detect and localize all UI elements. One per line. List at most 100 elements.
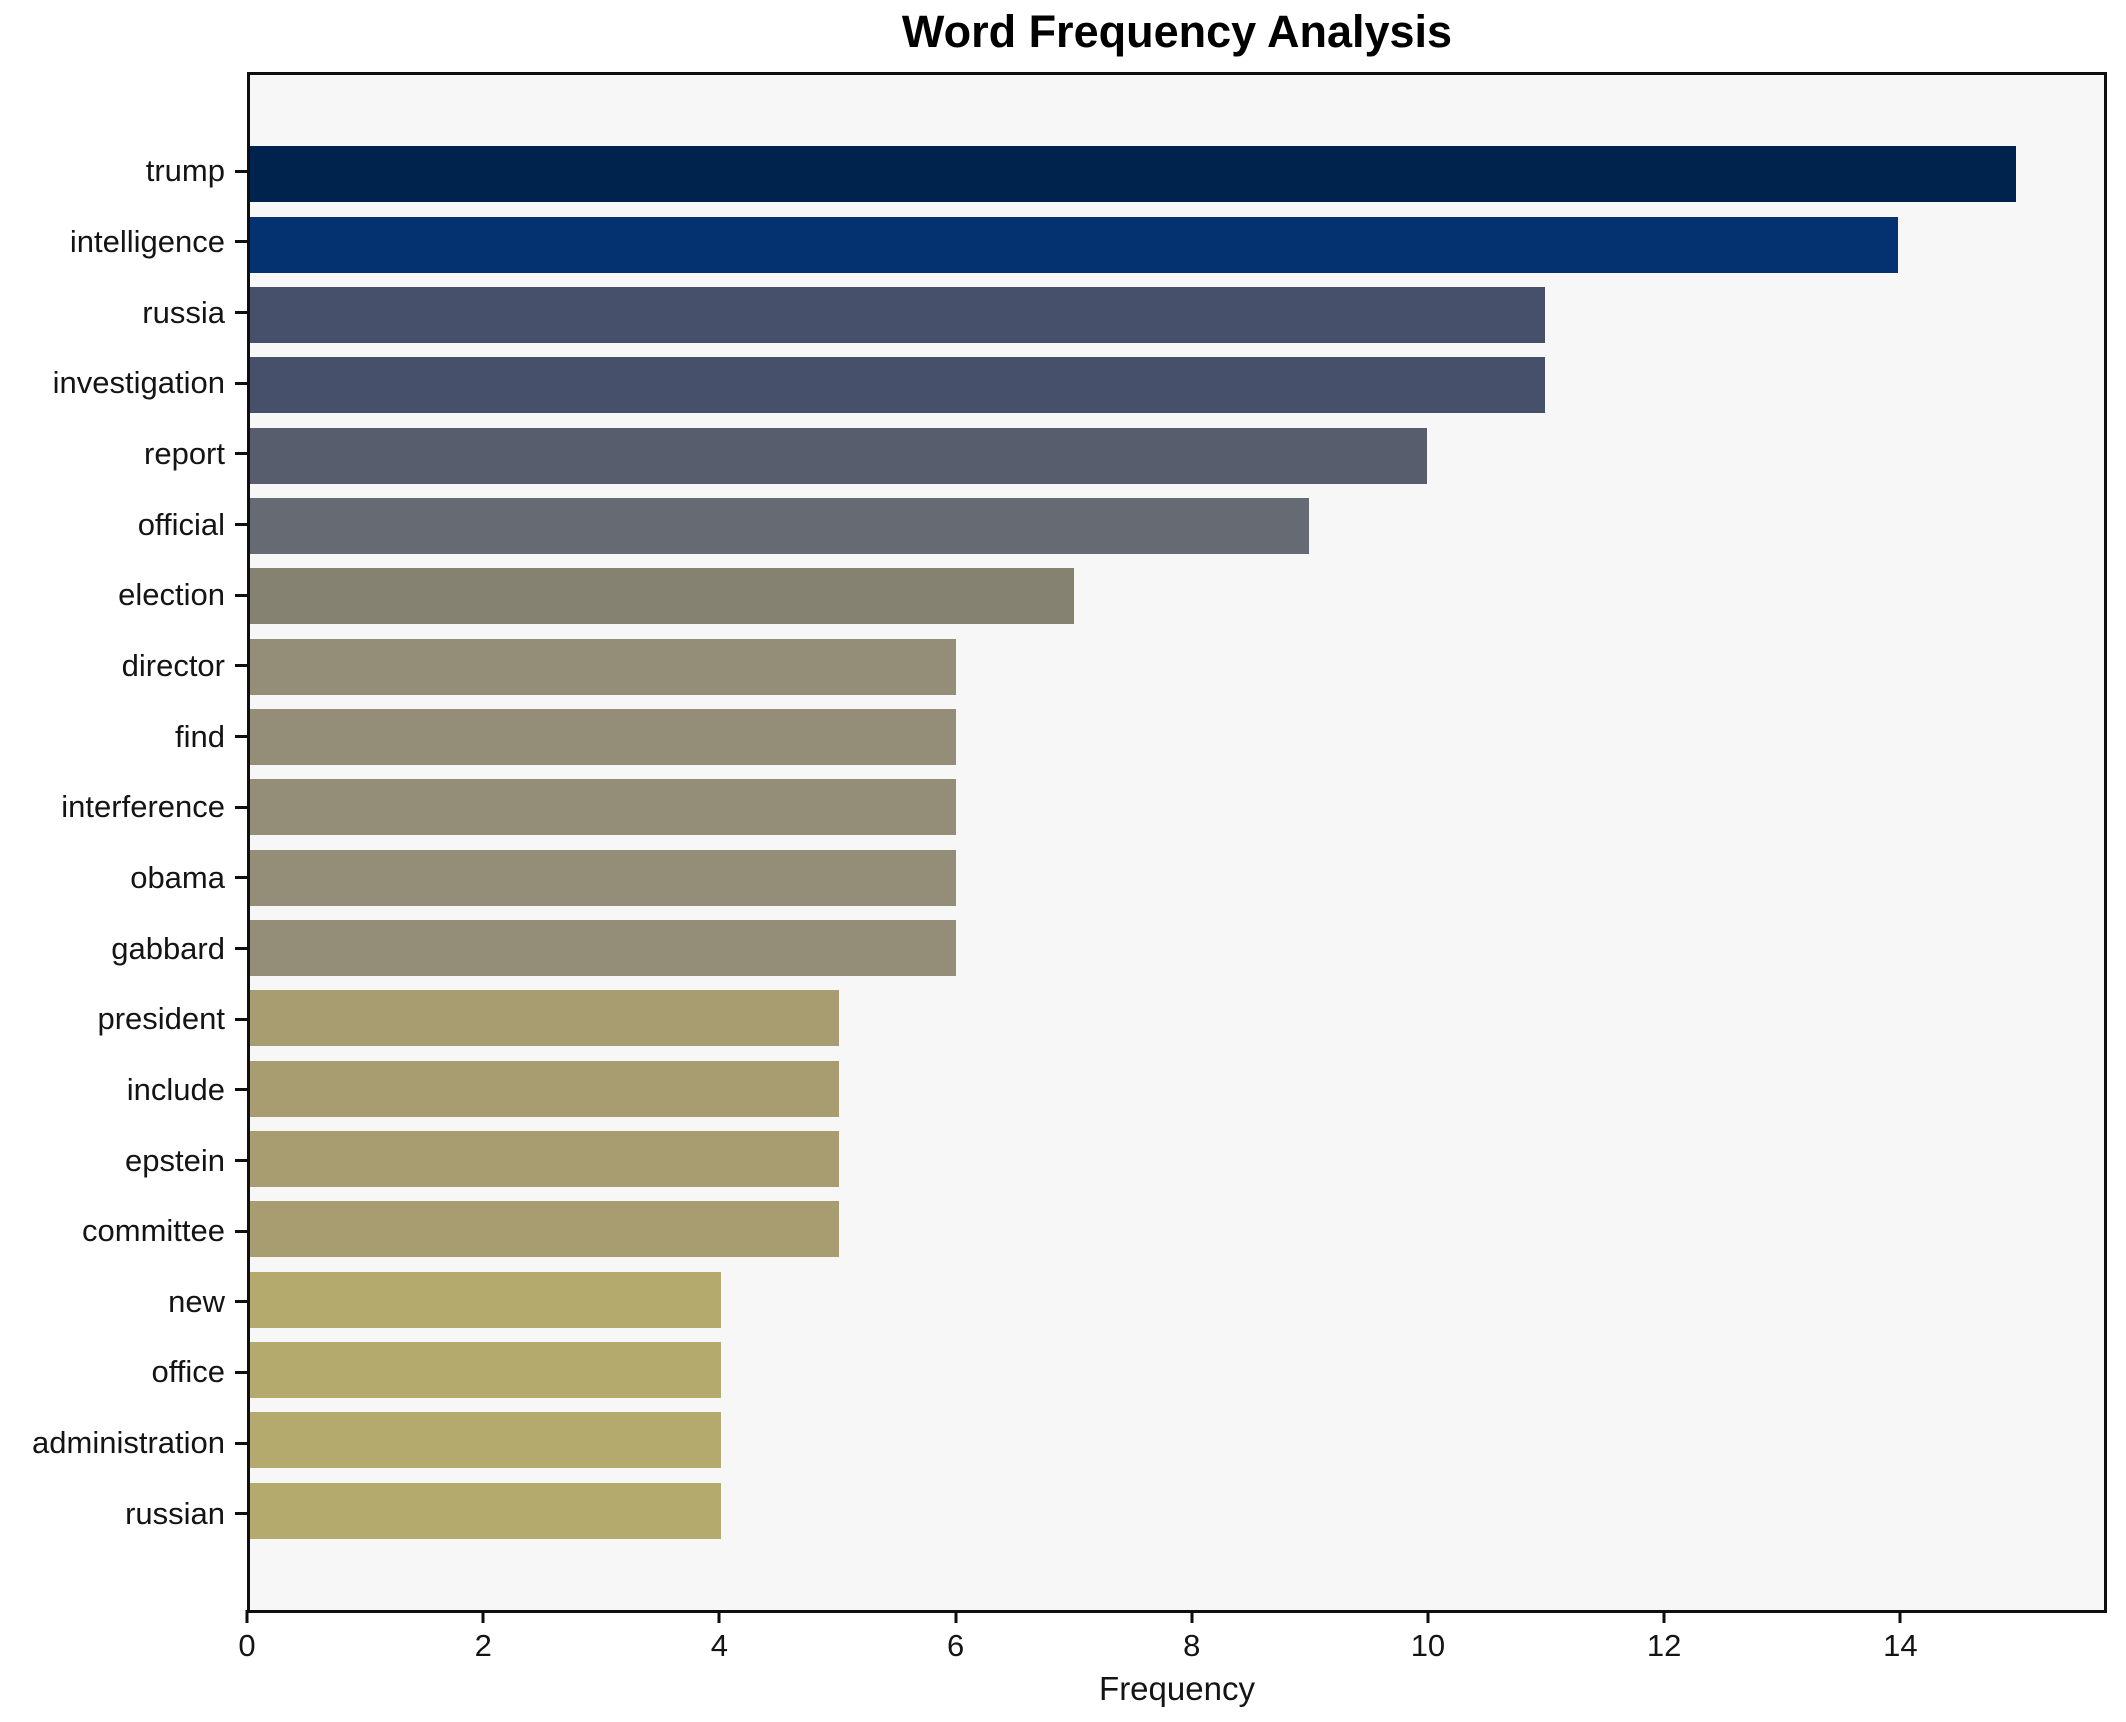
y-tick-mark: [235, 452, 247, 456]
y-row: investigation: [0, 348, 247, 419]
y-tick-mark: [235, 735, 247, 739]
y-row: director: [0, 631, 247, 702]
y-tick-mark: [235, 876, 247, 880]
y-tick-mark: [235, 311, 247, 315]
bar-slot: [250, 280, 2104, 350]
y-row: administration: [0, 1408, 247, 1479]
bar-slot: [250, 1476, 2104, 1546]
y-row: intelligence: [0, 207, 247, 278]
bar-slot: [250, 561, 2104, 631]
y-row: find: [0, 701, 247, 772]
y-tick-mark: [235, 240, 247, 244]
y-tick-label-administration: administration: [32, 1425, 225, 1461]
bar-slot: [250, 420, 2104, 490]
bar-report: [250, 427, 1428, 484]
plot-area: [247, 72, 2107, 1613]
bar-gabbard: [250, 919, 957, 976]
y-row: obama: [0, 843, 247, 914]
y-tick-mark: [235, 1370, 247, 1374]
x-tick-label-2: 2: [474, 1628, 492, 1663]
y-tick-label-russia: russia: [142, 294, 225, 330]
y-tick-mark: [235, 805, 247, 809]
bar-obama: [250, 849, 957, 906]
bar-slot: [250, 842, 2104, 912]
y-tick-label-director: director: [121, 647, 225, 683]
y-row: report: [0, 419, 247, 490]
bar-office: [250, 1342, 721, 1399]
y-tick-mark: [235, 523, 247, 527]
y-tick-mark: [235, 593, 247, 597]
bar-director: [250, 638, 957, 695]
y-row: trump: [0, 136, 247, 207]
bar-slot: [250, 772, 2104, 842]
x-tick-label-8: 8: [1183, 1628, 1201, 1663]
bar-interference: [250, 779, 957, 836]
bar-official: [250, 497, 1310, 554]
bar-slot: [250, 702, 2104, 772]
y-tick-label-epstein: epstein: [125, 1142, 225, 1178]
y-row: president: [0, 984, 247, 1055]
y-row: election: [0, 560, 247, 631]
bar-committee: [250, 1201, 839, 1258]
y-tick-mark: [235, 1017, 247, 1021]
y-tick-mark: [235, 1229, 247, 1233]
x-tick-label-10: 10: [1410, 1628, 1446, 1663]
bar-administration: [250, 1412, 721, 1469]
y-row: interference: [0, 772, 247, 843]
y-tick-mark: [235, 169, 247, 173]
bar-slot: [250, 139, 2104, 209]
x-tick-mark: [1662, 1610, 1666, 1623]
x-tick-label-6: 6: [946, 1628, 965, 1663]
y-tick-label-new: new: [168, 1283, 225, 1319]
bar-slot: [250, 350, 2104, 420]
y-row: russian: [0, 1478, 247, 1549]
bar-slot: [250, 631, 2104, 701]
x-tick-mark: [954, 1610, 958, 1623]
bar-russian: [250, 1482, 721, 1539]
y-tick-label-election: election: [118, 577, 225, 613]
y-tick-label-interference: interference: [61, 789, 225, 825]
x-tick-mark: [1898, 1610, 1902, 1623]
bar-slot: [250, 1335, 2104, 1405]
y-tick-label-official: official: [137, 506, 225, 542]
x-tick-label-14: 14: [1883, 1628, 1918, 1663]
bar-slot: [250, 1405, 2104, 1475]
y-row: russia: [0, 277, 247, 348]
y-row: gabbard: [0, 913, 247, 984]
y-tick-label-investigation: investigation: [52, 365, 225, 401]
bar-election: [250, 568, 1074, 625]
x-axis-title: Frequency: [1099, 1670, 1255, 1707]
y-tick-label-office: office: [151, 1354, 225, 1390]
y-row: include: [0, 1055, 247, 1126]
bar-new: [250, 1271, 721, 1328]
y-tick-mark: [235, 664, 247, 668]
y-tick-label-include: include: [126, 1071, 225, 1107]
x-tick-label-12: 12: [1646, 1628, 1682, 1663]
y-row: new: [0, 1267, 247, 1338]
bar-find: [250, 708, 957, 765]
y-row: committee: [0, 1196, 247, 1267]
bar-russia: [250, 286, 1545, 343]
chart-title: Word Frequency Analysis: [901, 6, 1453, 57]
y-row: official: [0, 489, 247, 560]
y-row: epstein: [0, 1125, 247, 1196]
bar-slot: [250, 913, 2104, 983]
bar-include: [250, 1060, 839, 1117]
bar-slot: [250, 209, 2104, 279]
x-tick-mark: [1190, 1610, 1194, 1623]
y-tick-label-gabbard: gabbard: [111, 930, 225, 966]
y-tick-label-find: find: [175, 718, 225, 754]
bar-epstein: [250, 1130, 839, 1187]
y-tick-label-report: report: [144, 435, 225, 471]
y-tick-mark: [235, 381, 247, 385]
bars: [250, 75, 2104, 1610]
y-axis-labels: trump intelligence russia investigation repo…: [0, 72, 247, 1613]
y-row: office: [0, 1337, 247, 1408]
y-tick-label-trump: trump: [145, 153, 225, 189]
bar-slot: [250, 1194, 2104, 1264]
y-tick-mark: [235, 1300, 247, 1304]
bar-slot: [250, 1265, 2104, 1335]
bar-intelligence: [250, 216, 1898, 273]
x-tick-label-4: 4: [710, 1628, 728, 1663]
